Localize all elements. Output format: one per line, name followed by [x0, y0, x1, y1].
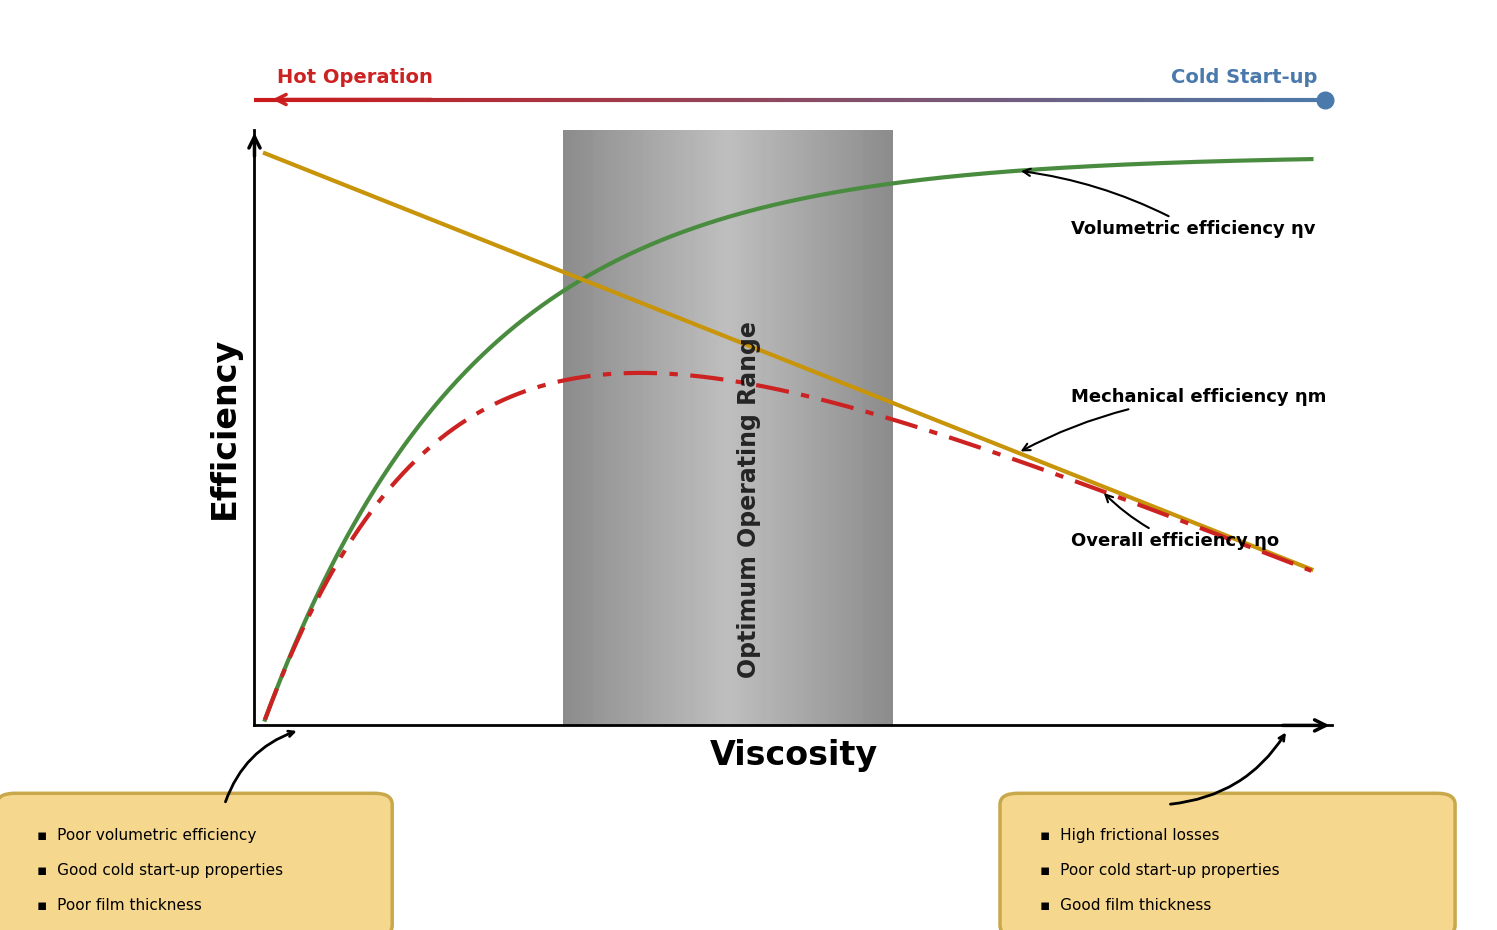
Text: Optimum Operating Range: Optimum Operating Range [737, 322, 760, 679]
Text: Mechanical efficiency ηm: Mechanical efficiency ηm [1022, 388, 1326, 450]
Text: ▪  Good cold start-up properties: ▪ Good cold start-up properties [37, 863, 283, 878]
Text: ▪  Poor cold start-up properties: ▪ Poor cold start-up properties [1040, 863, 1280, 878]
Text: Hot Operation: Hot Operation [277, 69, 433, 87]
Text: ▪  Good film thickness: ▪ Good film thickness [1040, 898, 1211, 913]
FancyBboxPatch shape [0, 793, 392, 930]
Text: Overall efficiency ηo: Overall efficiency ηo [1070, 495, 1278, 551]
FancyBboxPatch shape [1000, 793, 1455, 930]
Text: ▪  Poor film thickness: ▪ Poor film thickness [37, 898, 202, 913]
Text: Volumetric efficiency ηv: Volumetric efficiency ηv [1022, 168, 1316, 238]
Text: Cold Start-up: Cold Start-up [1171, 69, 1317, 87]
X-axis label: Viscosity: Viscosity [710, 739, 877, 772]
Text: ▪  Poor volumetric efficiency: ▪ Poor volumetric efficiency [37, 828, 257, 843]
Y-axis label: Efficiency: Efficiency [208, 337, 241, 519]
Text: ▪  High frictional losses: ▪ High frictional losses [1040, 828, 1220, 843]
